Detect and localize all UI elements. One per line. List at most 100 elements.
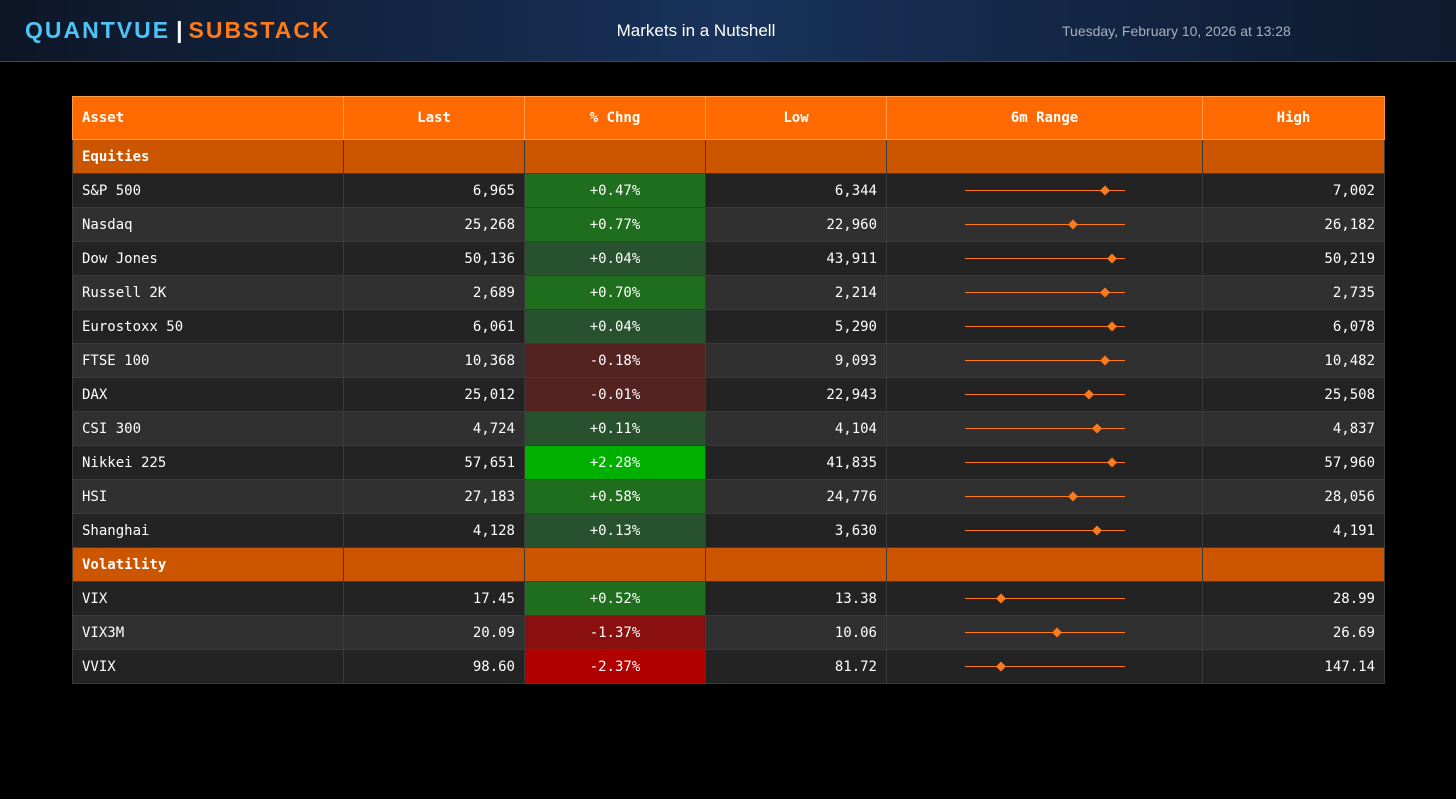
asset-name: VIX3M — [72, 615, 344, 650]
range-cell — [886, 649, 1203, 684]
asset-name: Shanghai — [72, 513, 344, 548]
last-value: 4,128 — [343, 513, 525, 548]
range-cell — [886, 513, 1203, 548]
range-bar — [964, 627, 1125, 638]
range-cell — [886, 343, 1203, 378]
high-value: 4,837 — [1202, 411, 1385, 446]
table-row[interactable]: VIX 17.45 +0.52% 13.38 28.99 — [72, 581, 1385, 616]
range-bar — [964, 491, 1125, 502]
range-cell — [886, 173, 1203, 208]
brand-logo[interactable]: QUANTVUE | SUBSTACK — [25, 17, 331, 44]
change-cell: -2.37% — [524, 649, 706, 684]
asset-name: VIX — [72, 581, 344, 616]
range-cell — [886, 581, 1203, 616]
range-line — [964, 427, 1125, 429]
section-empty-cell — [343, 139, 525, 174]
section-empty-cell — [1202, 139, 1385, 174]
asset-name: VVIX — [72, 649, 344, 684]
range-line — [964, 359, 1125, 361]
table-header-row: Asset Last % Chng Low 6m Range High — [72, 96, 1385, 140]
change-cell: +0.04% — [524, 241, 706, 276]
table-row[interactable]: Nikkei 225 57,651 +2.28% 41,835 57,960 — [72, 445, 1385, 480]
table-row[interactable]: Russell 2K 2,689 +0.70% 2,214 2,735 — [72, 275, 1385, 310]
high-value: 26.69 — [1202, 615, 1385, 650]
asset-name: Eurostoxx 50 — [72, 309, 344, 344]
low-value: 22,960 — [705, 207, 887, 242]
table-row[interactable]: Shanghai 4,128 +0.13% 3,630 4,191 — [72, 513, 1385, 548]
low-value: 4,104 — [705, 411, 887, 446]
range-cell — [886, 411, 1203, 446]
table-row[interactable]: CSI 300 4,724 +0.11% 4,104 4,837 — [72, 411, 1385, 446]
section-empty-cell — [524, 547, 706, 582]
section-row: Equities — [72, 139, 1385, 174]
high-value: 6,078 — [1202, 309, 1385, 344]
range-line — [964, 529, 1125, 531]
section-empty-cell — [343, 547, 525, 582]
range-cell — [886, 479, 1203, 514]
asset-name: Russell 2K — [72, 275, 344, 310]
column-header-change[interactable]: % Chng — [524, 96, 706, 140]
range-marker-icon — [1084, 389, 1095, 399]
high-value: 26,182 — [1202, 207, 1385, 242]
range-marker-icon — [1100, 185, 1111, 195]
range-bar — [964, 661, 1125, 672]
last-value: 4,724 — [343, 411, 525, 446]
range-bar — [964, 287, 1125, 298]
column-header-asset[interactable]: Asset — [72, 96, 344, 140]
range-cell — [886, 615, 1203, 650]
range-cell — [886, 445, 1203, 480]
table-row[interactable]: Eurostoxx 50 6,061 +0.04% 5,290 6,078 — [72, 309, 1385, 344]
table-row[interactable]: HSI 27,183 +0.58% 24,776 28,056 — [72, 479, 1385, 514]
column-header-last[interactable]: Last — [343, 96, 525, 140]
change-cell: +0.52% — [524, 581, 706, 616]
range-bar — [964, 389, 1125, 400]
asset-name: Dow Jones — [72, 241, 344, 276]
range-marker-icon — [1092, 525, 1103, 535]
change-cell: +0.58% — [524, 479, 706, 514]
table-row[interactable]: DAX 25,012 -0.01% 22,943 25,508 — [72, 377, 1385, 412]
last-value: 50,136 — [343, 241, 525, 276]
last-value: 10,368 — [343, 343, 525, 378]
header-bar: QUANTVUE | SUBSTACK Markets in a Nutshell … — [0, 0, 1456, 62]
high-value: 25,508 — [1202, 377, 1385, 412]
range-marker-icon — [996, 593, 1007, 603]
market-table: Asset Last % Chng Low 6m Range High Equi… — [72, 96, 1385, 684]
change-cell: -0.18% — [524, 343, 706, 378]
last-value: 2,689 — [343, 275, 525, 310]
high-value: 10,482 — [1202, 343, 1385, 378]
low-value: 5,290 — [705, 309, 887, 344]
range-marker-icon — [1068, 219, 1079, 229]
brand-secondary: SUBSTACK — [188, 17, 331, 43]
table-row[interactable]: VIX3M 20.09 -1.37% 10.06 26.69 — [72, 615, 1385, 650]
column-header-high[interactable]: High — [1202, 96, 1385, 140]
low-value: 6,344 — [705, 173, 887, 208]
range-bar — [964, 321, 1125, 332]
change-cell: +0.13% — [524, 513, 706, 548]
table-row[interactable]: Dow Jones 50,136 +0.04% 43,911 50,219 — [72, 241, 1385, 276]
range-bar — [964, 423, 1125, 434]
range-line — [964, 223, 1125, 225]
column-header-range[interactable]: 6m Range — [886, 96, 1203, 140]
change-cell: +0.04% — [524, 309, 706, 344]
column-header-low[interactable]: Low — [705, 96, 887, 140]
asset-name: HSI — [72, 479, 344, 514]
table-row[interactable]: S&P 500 6,965 +0.47% 6,344 7,002 — [72, 173, 1385, 208]
last-value: 17.45 — [343, 581, 525, 616]
table-row[interactable]: Nasdaq 25,268 +0.77% 22,960 26,182 — [72, 207, 1385, 242]
range-line — [964, 631, 1125, 633]
range-line — [964, 325, 1125, 327]
asset-name: FTSE 100 — [72, 343, 344, 378]
table-row[interactable]: FTSE 100 10,368 -0.18% 9,093 10,482 — [72, 343, 1385, 378]
range-bar — [964, 185, 1125, 196]
low-value: 43,911 — [705, 241, 887, 276]
range-cell — [886, 275, 1203, 310]
last-value: 57,651 — [343, 445, 525, 480]
range-marker-icon — [1100, 287, 1111, 297]
table-row[interactable]: VVIX 98.60 -2.37% 81.72 147.14 — [72, 649, 1385, 684]
range-line — [964, 461, 1125, 463]
change-cell: +0.70% — [524, 275, 706, 310]
range-line — [964, 291, 1125, 293]
high-value: 50,219 — [1202, 241, 1385, 276]
section-label: Equities — [72, 139, 344, 174]
high-value: 147.14 — [1202, 649, 1385, 684]
